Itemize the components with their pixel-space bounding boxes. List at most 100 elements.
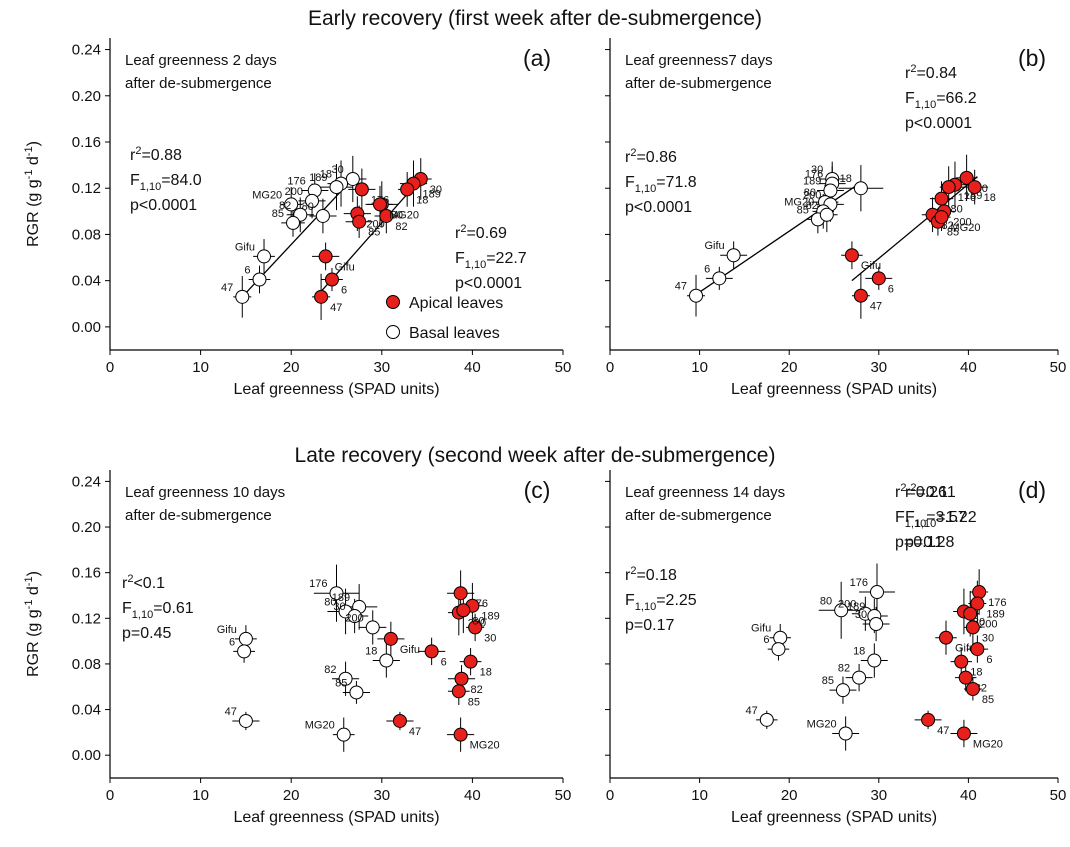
x-axis-label: Leaf greenness (SPAD units) <box>233 381 439 398</box>
note: Leaf greenness7 days <box>625 52 773 69</box>
point-label: Gifu <box>235 241 255 253</box>
text-part: F <box>625 174 635 191</box>
point-label: 18 <box>365 646 377 658</box>
point <box>838 726 853 741</box>
point-label: 30 <box>855 609 867 621</box>
point <box>286 215 301 230</box>
text-part: =71.8 <box>656 174 697 191</box>
point-label: Gifu <box>335 261 355 273</box>
point-label: Gifu <box>751 623 771 635</box>
text-part: 2 <box>900 482 906 494</box>
panel-label: (c) <box>524 477 551 503</box>
text-part: F <box>905 509 915 526</box>
point <box>329 180 344 195</box>
point-label: 6 <box>244 265 250 277</box>
point <box>349 685 364 700</box>
text-part: r <box>130 147 136 164</box>
point-label: 47 <box>870 301 882 313</box>
point-label: 18 <box>480 667 492 679</box>
point-label: 18 <box>970 667 982 679</box>
point-label: 82 <box>279 200 291 212</box>
text-part: F <box>130 172 140 189</box>
point <box>867 653 882 668</box>
x-tick-label: 10 <box>691 787 708 804</box>
point-label: 6 <box>763 634 769 646</box>
point <box>379 208 394 223</box>
text-part: r <box>905 65 911 82</box>
y-tick-label: 0.24 <box>72 473 101 490</box>
text-part: ) <box>25 141 42 146</box>
point <box>759 712 774 727</box>
y-tick-label: 0.04 <box>72 702 101 719</box>
panel-label: (d) <box>1018 477 1046 503</box>
point <box>835 683 850 698</box>
point-label: 80 <box>391 209 403 221</box>
point <box>965 682 980 697</box>
point-label: Gifu <box>861 260 881 272</box>
text-part: 1,10 <box>915 518 936 530</box>
text-part: d <box>25 156 42 169</box>
x-tick-label: 30 <box>373 359 390 376</box>
point <box>456 603 471 618</box>
text-part: <0.1 <box>133 575 165 592</box>
point-label: 18 <box>840 173 852 185</box>
point <box>336 727 351 742</box>
text-part: =66.2 <box>936 90 977 107</box>
point <box>853 288 868 303</box>
stat-text: r2=0.84 <box>905 63 957 82</box>
note: after de-submergence <box>125 75 272 92</box>
point <box>852 670 867 685</box>
point-label: 85 <box>797 204 809 216</box>
text-part: 1,10 <box>635 183 656 195</box>
text-part: p=0.17 <box>625 617 674 634</box>
point-label: 189 <box>423 189 441 201</box>
point <box>869 617 884 631</box>
legend-marker <box>386 325 400 339</box>
point-label: 85 <box>335 677 347 689</box>
stat-text: p<0.0001 <box>455 275 522 292</box>
y-tick-label: 0.16 <box>72 565 101 582</box>
point-label: 200 <box>345 612 363 624</box>
point-label: 80 <box>804 187 816 199</box>
text-part: -1 <box>23 600 35 610</box>
point <box>400 182 415 197</box>
text-part: p=0.28 <box>905 534 954 551</box>
point <box>338 671 353 686</box>
y-tick-label: 0.16 <box>72 134 101 151</box>
point-label: 189 <box>847 601 865 613</box>
point-label: Gifu <box>400 644 420 656</box>
point-label: 176 <box>958 192 976 204</box>
point <box>284 197 299 212</box>
text-part: r <box>625 149 631 166</box>
point-label: 6 <box>888 283 894 295</box>
text-part: =2.25 <box>656 592 697 609</box>
point-label: 189 <box>309 172 327 184</box>
point-label: 30 <box>982 632 994 644</box>
stat-text: F1,10=0.61 <box>122 600 194 621</box>
point <box>305 193 320 208</box>
text-part: r <box>895 484 901 501</box>
legend-marker <box>386 295 400 309</box>
point <box>454 671 469 686</box>
text-part: F <box>122 600 132 617</box>
point <box>354 182 369 197</box>
point <box>941 180 956 195</box>
point <box>934 191 949 206</box>
y-tick-label: 0.00 <box>72 319 101 336</box>
text-part: =0.11 <box>916 484 955 501</box>
text-part: p<0.0001 <box>625 199 692 216</box>
text-part: F <box>455 250 465 267</box>
stat-text: F1,10=3.57 <box>895 509 967 530</box>
point-label: 47 <box>330 302 342 314</box>
point-label: 176 <box>309 578 327 590</box>
text-part: =0.26 <box>906 484 947 501</box>
text-part: =84.0 <box>161 172 202 189</box>
text-part: 2 <box>135 145 141 157</box>
point <box>771 642 786 657</box>
text-part: F <box>625 592 635 609</box>
text-part: p<0.0001 <box>130 197 197 214</box>
point-label: 85 <box>822 675 834 687</box>
x-tick-label: 20 <box>781 359 798 376</box>
point-label: 82 <box>324 664 336 676</box>
